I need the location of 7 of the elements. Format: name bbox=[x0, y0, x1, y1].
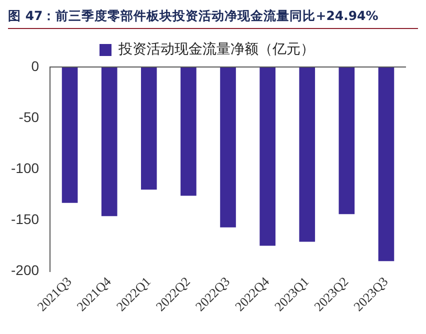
y-tick-label: -50 bbox=[18, 108, 40, 125]
chart-title: 图 47：前三季度零部件板块投资活动净现金流量同比+24.94% bbox=[8, 8, 418, 29]
y-tick-label: -150 bbox=[10, 211, 40, 228]
y-tick-label: -200 bbox=[10, 262, 40, 278]
y-tick-label: -100 bbox=[10, 160, 40, 176]
legend-label: 投资活动现金流量净额（亿元） bbox=[118, 42, 314, 58]
y-tick-label: 0 bbox=[31, 58, 40, 74]
